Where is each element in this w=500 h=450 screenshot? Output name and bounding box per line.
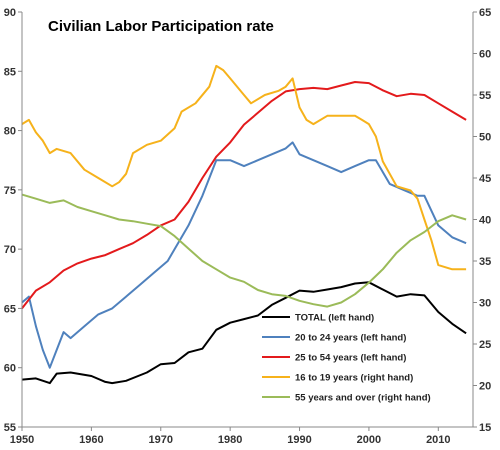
right-tick-label: 20 — [479, 381, 491, 393]
series-line-25-to-54-years-left-hand — [21, 81, 467, 310]
plot-area — [21, 64, 467, 385]
right-tick-label: 50 — [479, 132, 491, 144]
x-tick-label: 1960 — [79, 434, 103, 446]
x-tick-label: 2000 — [357, 434, 381, 446]
right-tick-label: 55 — [479, 90, 491, 102]
x-tick-label: 2010 — [426, 434, 450, 446]
legend-label-16-to-19-years-right-hand: 16 to 19 years (right hand) — [295, 373, 413, 384]
right-tick-label: 15 — [479, 422, 491, 434]
left-tick-label: 55 — [4, 422, 16, 434]
legend-label-20-to-24-years-left-hand: 20 to 24 years (left hand) — [295, 333, 406, 344]
right-tick-label: 25 — [479, 339, 491, 351]
series-line-total-left-hand — [21, 281, 467, 385]
chart-title: Civilian Labor Participation rate — [48, 18, 274, 35]
x-tick-label: 1990 — [287, 434, 311, 446]
left-tick-label: 75 — [4, 185, 16, 197]
left-tick-label: 60 — [4, 363, 16, 375]
legend: TOTAL (left hand) 20 to 24 years (left ha… — [262, 313, 431, 404]
legend-label-55-years-and-over-right-hand: 55 years and over (right hand) — [295, 393, 431, 404]
series-line-20-to-24-years-left-hand — [21, 141, 467, 369]
left-tick-label: 90 — [4, 7, 16, 19]
right-tick-label: 65 — [479, 7, 491, 19]
x-tick-label: 1970 — [149, 434, 173, 446]
right-tick-label: 35 — [479, 256, 491, 268]
right-tick-label: 60 — [479, 49, 491, 61]
left-tick-label: 80 — [4, 126, 16, 138]
right-tick-label: 40 — [479, 215, 491, 227]
series-line-55-years-and-over-right-hand — [21, 193, 467, 308]
left-tick-label: 70 — [4, 244, 16, 256]
x-tick-label: 1980 — [218, 434, 242, 446]
right-tick-label: 45 — [479, 173, 491, 185]
legend-label-25-to-54-years-left-hand: 25 to 54 years (left hand) — [295, 353, 406, 364]
right-tick-label: 30 — [479, 298, 491, 310]
x-tick-label: 1950 — [10, 434, 34, 446]
left-tick-label: 65 — [4, 303, 16, 315]
series-line-16-to-19-years-right-hand — [21, 64, 467, 271]
legend-label-total-left-hand: TOTAL (left hand) — [295, 313, 374, 324]
left-tick-label: 85 — [4, 66, 16, 78]
axes: 1950 1960 1970 1980 1990 2000 2010 55 60 65 70 75 80… — [4, 7, 492, 446]
